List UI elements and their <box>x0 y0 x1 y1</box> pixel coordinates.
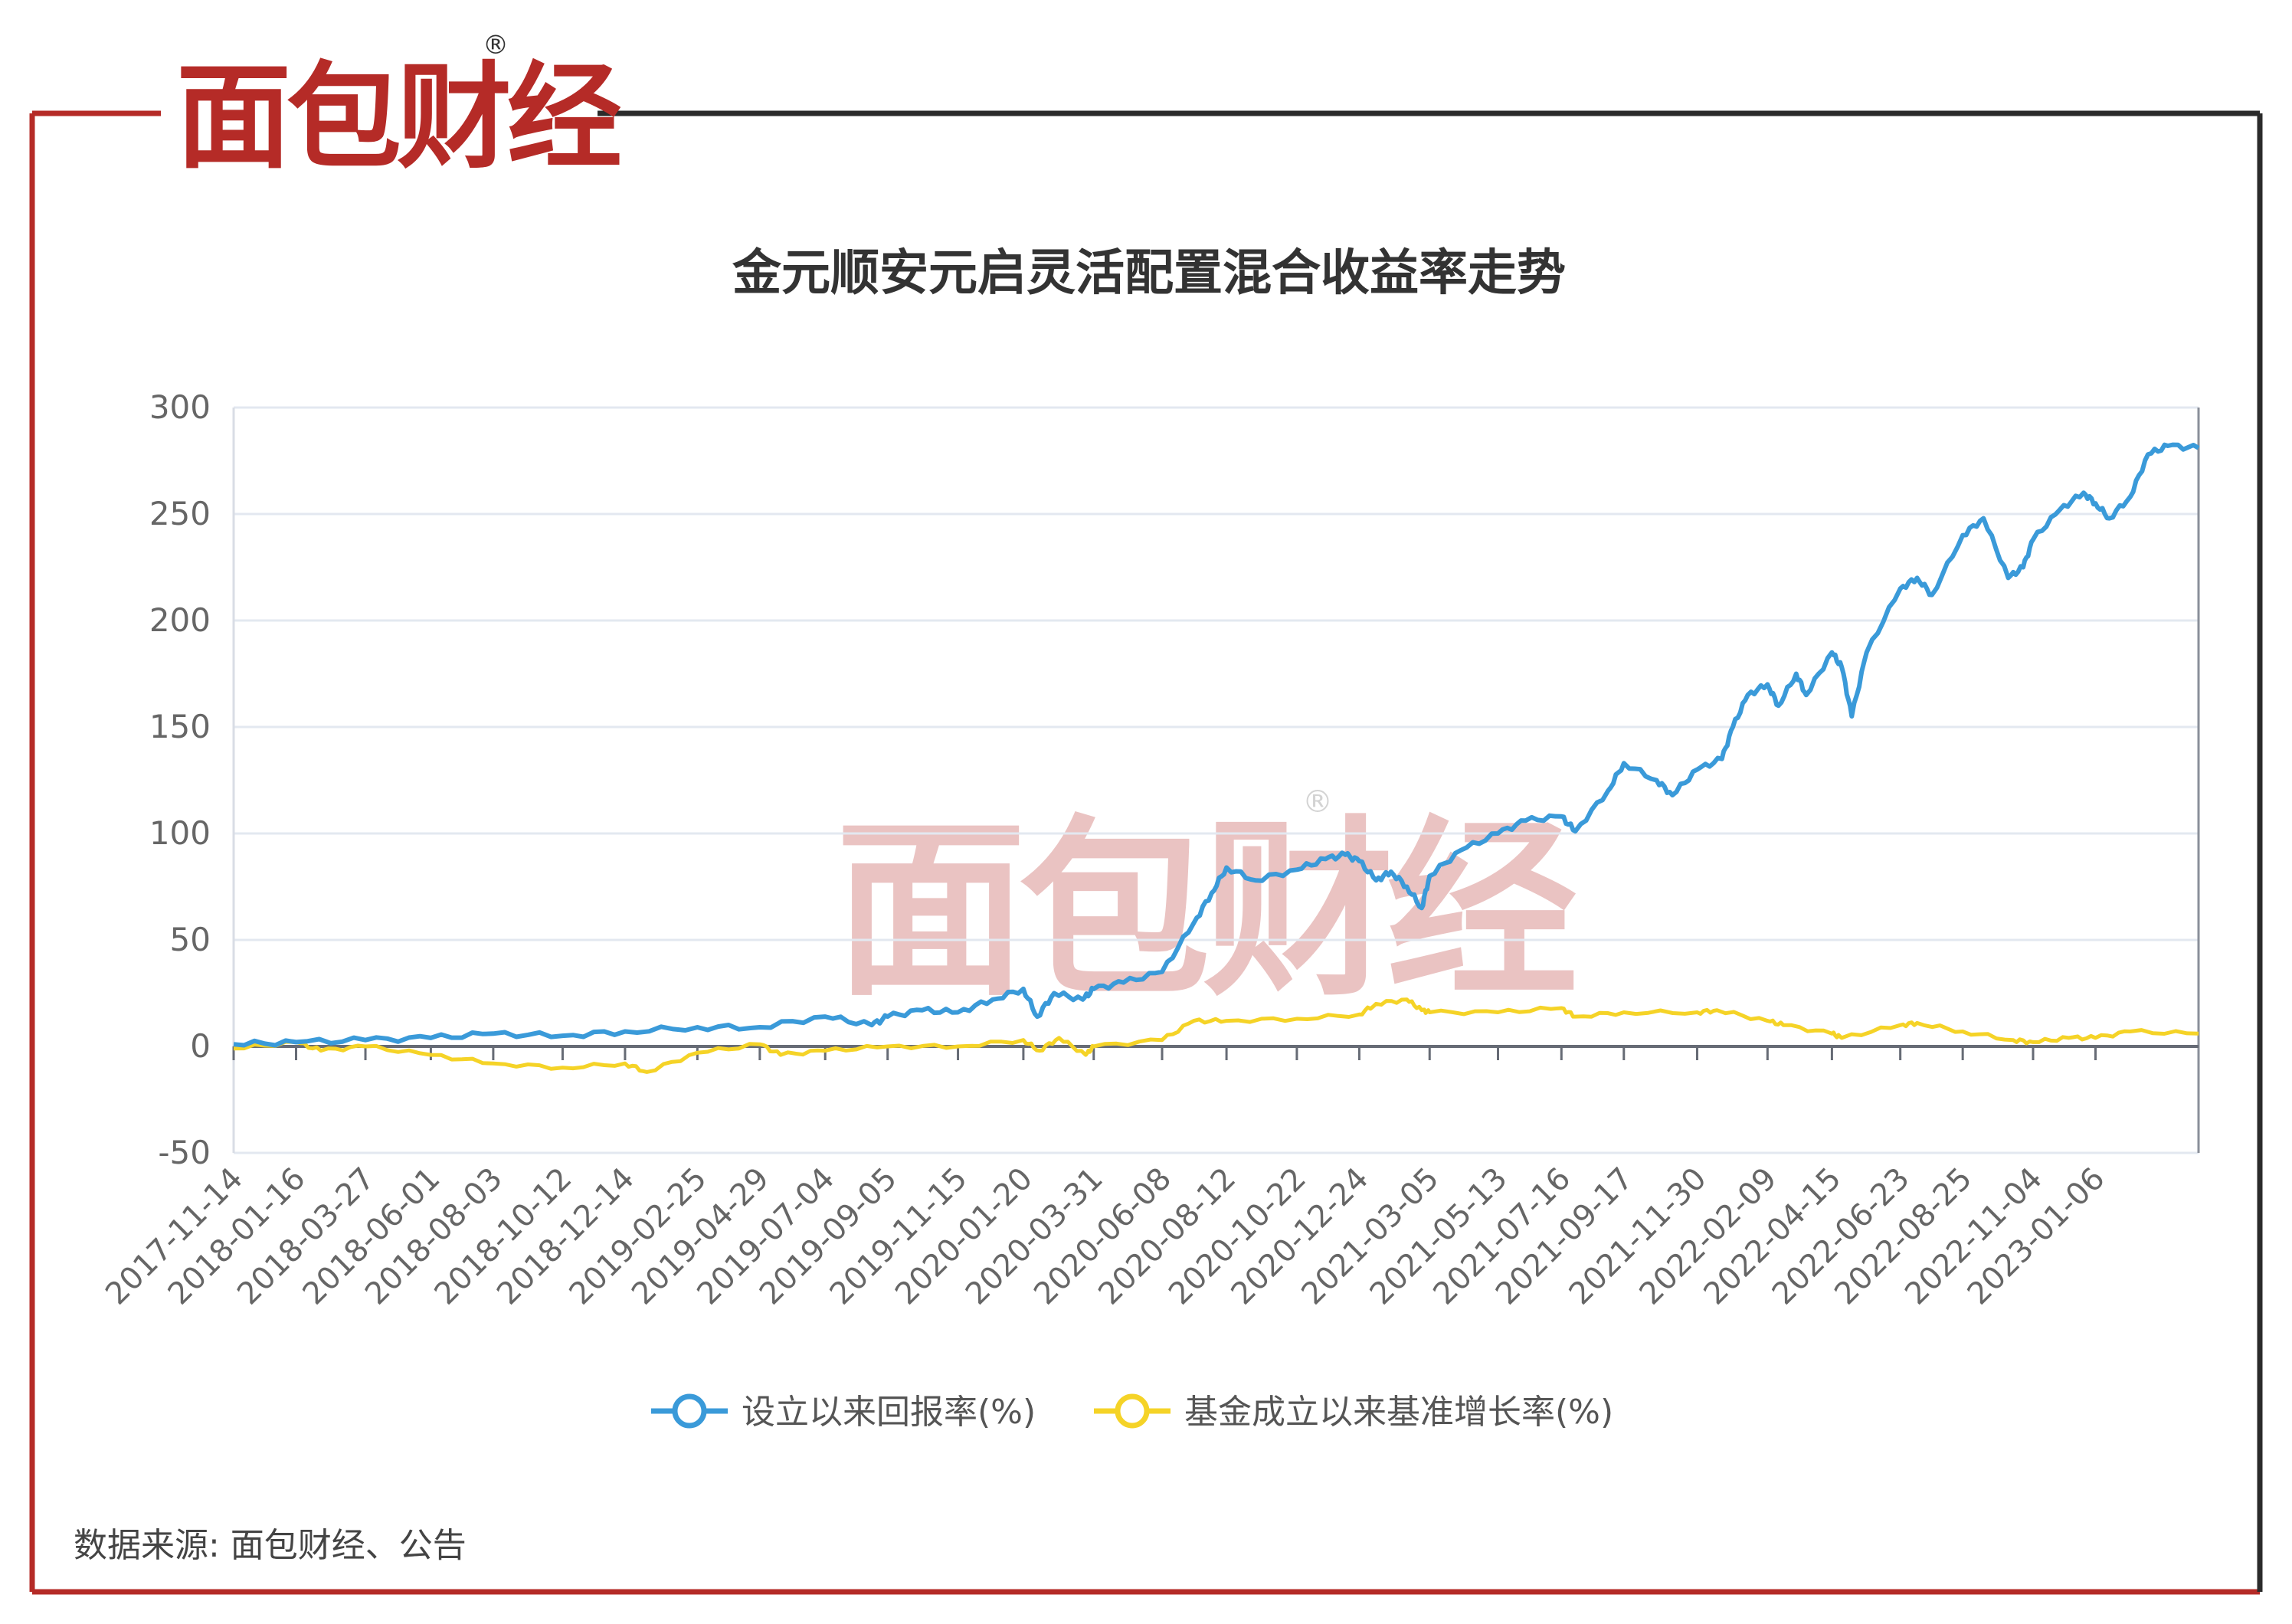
legend-label-benchmark: 基金成立以来基准增长率(%) <box>1184 1393 1613 1432</box>
y-axis-ticks: 300 250 200 150 100 50 0 -50 <box>149 388 211 1171</box>
brand-logo-text: 面包财经 <box>176 51 621 185</box>
legend-item-benchmark[interactable]: 基金成立以来基准增长率(%) <box>1094 1393 1613 1432</box>
gridlines <box>234 406 2199 1154</box>
y-tick-label: -50 <box>158 1134 211 1171</box>
y-tick-label: 200 <box>149 601 211 639</box>
legend-marker-return <box>672 1393 707 1429</box>
y-tick-label: 150 <box>149 708 211 745</box>
series-line-return <box>233 442 2200 1048</box>
watermark-logo: 面包财经 ® <box>835 784 1584 1022</box>
legend-marker-benchmark <box>1115 1393 1150 1429</box>
legend: 设立以来回报率(%) 基金成立以来基准增长率(%) <box>651 1393 1613 1432</box>
watermark-text: 面包财经 <box>835 799 1577 1022</box>
plot-area <box>233 442 2200 1074</box>
legend-item-return[interactable]: 设立以来回报率(%) <box>651 1393 1036 1432</box>
y-tick-label: 50 <box>170 921 211 958</box>
axes <box>232 408 2200 1153</box>
y-tick-label: 0 <box>190 1027 211 1065</box>
data-source-note: 数据来源: 面包财经、公告 <box>74 1526 467 1565</box>
brand-logo: 面包财经 ® <box>176 30 626 185</box>
series-line-benchmark <box>233 997 2199 1074</box>
x-axis-ticks: 2017-11-142018-01-162018-03-272018-06-01… <box>99 1046 2112 1311</box>
legend-label-return: 设立以来回报率(%) <box>742 1393 1036 1432</box>
outer-frame <box>29 110 2263 1595</box>
y-tick-label: 100 <box>149 814 211 852</box>
registered-mark: ® <box>483 30 509 61</box>
watermark-registered-mark: ® <box>1302 784 1333 820</box>
y-tick-label: 250 <box>149 495 211 532</box>
chart-title: 金元顺安元启灵活配置混合收益率走势 <box>732 245 1566 302</box>
y-tick-label: 300 <box>149 388 211 426</box>
